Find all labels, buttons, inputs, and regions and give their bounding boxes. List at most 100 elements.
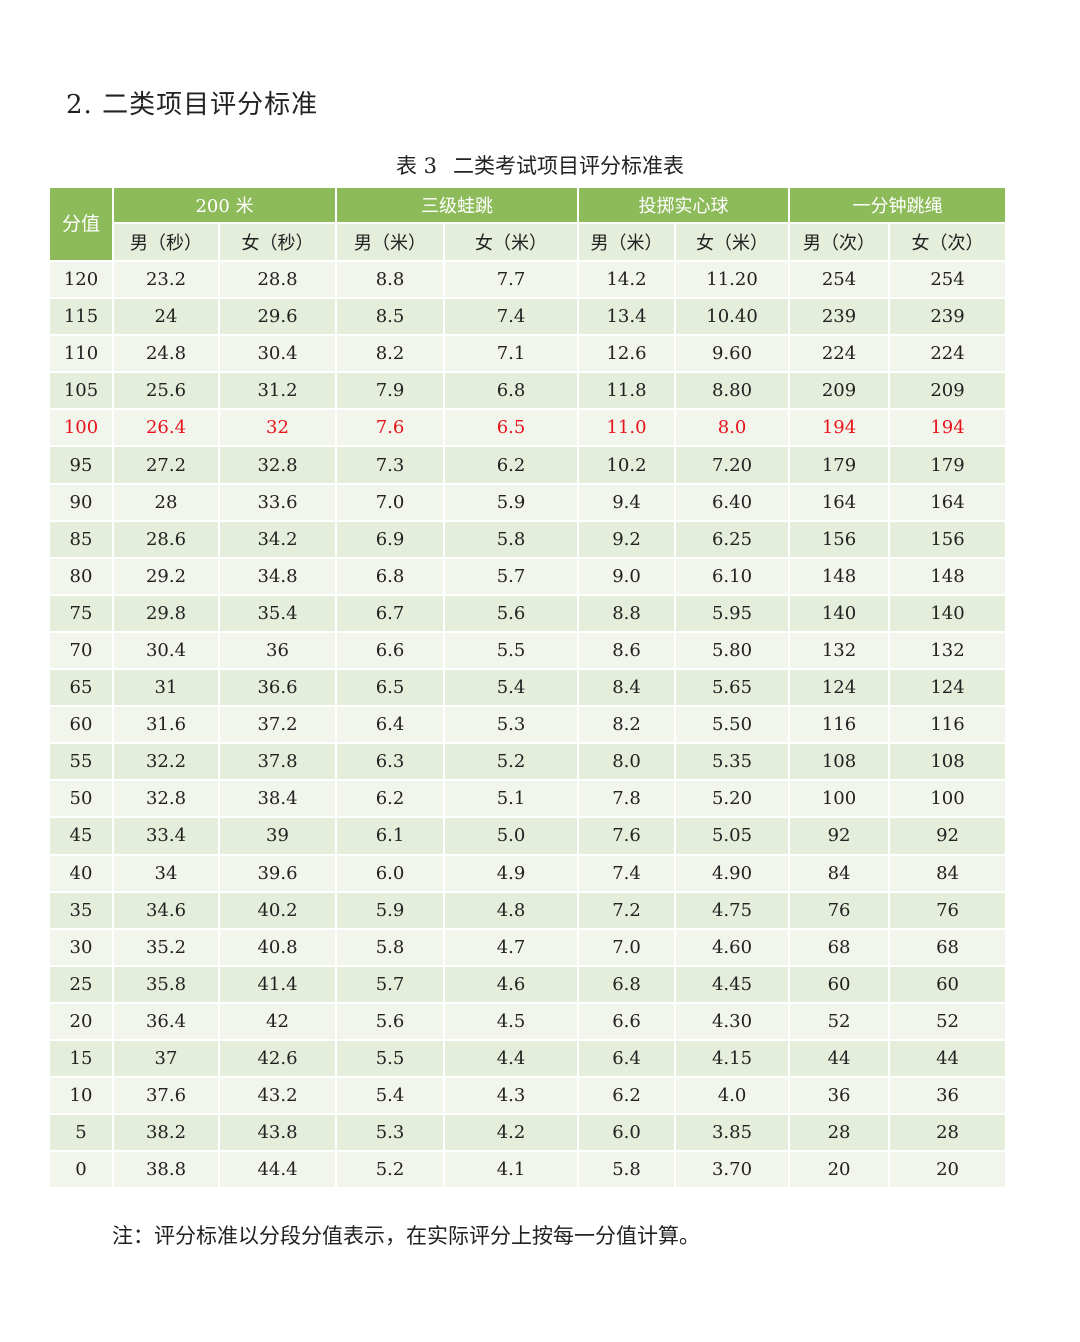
value-cell: 6.9	[337, 521, 446, 559]
value-cell: 10.2	[579, 447, 677, 485]
value-cell: 6.6	[337, 632, 446, 671]
value-cell: 5.2	[445, 744, 580, 782]
score-cell: 5	[50, 1115, 114, 1153]
value-cell: 32.2	[114, 744, 220, 782]
value-cell: 38.2	[114, 1115, 220, 1153]
value-cell: 37.2	[220, 707, 338, 745]
value-cell: 39	[220, 818, 338, 856]
value-cell: 34	[114, 855, 220, 893]
score-cell: 75	[50, 595, 114, 633]
value-cell: 5.80	[676, 632, 791, 671]
score-cell: 105	[50, 373, 114, 411]
value-cell: 92	[790, 818, 891, 856]
section-title: 2. 二类项目评分标准	[66, 90, 319, 120]
value-cell: 29.6	[220, 299, 338, 337]
score-cell: 30	[50, 929, 114, 967]
group-header-medicine-ball-throw: 投掷实心球	[579, 188, 791, 224]
score-cell: 40	[50, 855, 114, 893]
score-cell: 65	[50, 670, 114, 708]
value-cell: 34.6	[114, 892, 220, 930]
table-row: 60 31.6 37.2 6.4 5.3 8.2 5.50 116 116	[50, 707, 1008, 745]
score-cell: 95	[50, 447, 114, 485]
value-cell: 92	[890, 818, 1008, 856]
value-cell: 35.8	[114, 966, 220, 1004]
value-cell: 5.05	[676, 818, 791, 856]
value-cell: 30.4	[114, 632, 220, 671]
value-cell: 164	[890, 484, 1008, 522]
value-cell: 5.6	[337, 1003, 446, 1041]
value-cell: 44.4	[220, 1152, 338, 1190]
value-cell: 43.2	[220, 1078, 338, 1116]
score-column-header: 分值	[50, 188, 114, 262]
value-cell: 108	[790, 744, 891, 782]
value-cell: 32.8	[220, 447, 338, 485]
value-cell: 5.8	[579, 1152, 677, 1190]
value-cell: 7.7	[445, 262, 580, 300]
value-cell: 6.2	[445, 447, 580, 485]
value-cell: 124	[790, 670, 891, 708]
score-cell: 10	[50, 1078, 114, 1116]
value-cell: 9.0	[579, 558, 677, 596]
value-cell: 38.8	[114, 1152, 220, 1190]
value-cell: 140	[890, 595, 1008, 633]
value-cell: 52	[890, 1003, 1008, 1041]
score-cell: 45	[50, 818, 114, 856]
value-cell: 7.6	[337, 410, 446, 448]
value-cell: 4.75	[676, 892, 791, 930]
value-cell: 8.0	[579, 744, 677, 782]
footnote: 注：评分标准以分段分值表示，在实际评分上按每一分值计算。	[112, 1224, 700, 1248]
table-row: 40 34 39.6 6.0 4.9 7.4 4.90 84 84	[50, 855, 1008, 893]
table-row: 95 27.2 32.8 7.3 6.2 10.2 7.20 179 179	[50, 447, 1008, 485]
value-cell: 28.8	[220, 262, 338, 300]
score-cell: 120	[50, 262, 114, 300]
value-cell: 20	[890, 1152, 1008, 1190]
table-row: 85 28.6 34.2 6.9 5.8 9.2 6.25 156 156	[50, 521, 1008, 559]
value-cell: 6.40	[676, 484, 791, 522]
value-cell: 68	[890, 929, 1008, 967]
value-cell: 4.0	[676, 1078, 791, 1116]
value-cell: 209	[890, 373, 1008, 411]
score-cell: 15	[50, 1040, 114, 1079]
value-cell: 7.0	[337, 484, 446, 522]
value-cell: 36	[890, 1078, 1008, 1116]
value-cell: 38.4	[220, 781, 338, 819]
value-cell: 8.8	[337, 262, 446, 300]
value-cell: 4.8	[445, 892, 580, 930]
header-group-row: 分值 200 米 三级蛙跳 投掷实心球 一分钟跳绳	[50, 188, 1008, 262]
value-cell: 60	[790, 966, 891, 1004]
value-cell: 148	[790, 558, 891, 596]
value-cell: 6.8	[337, 558, 446, 596]
value-cell: 6.10	[676, 558, 791, 596]
value-cell: 209	[790, 373, 891, 411]
value-cell: 7.8	[579, 781, 677, 819]
value-cell: 40.2	[220, 892, 338, 930]
table-row: 20 36.4 42 5.6 4.5 6.6 4.30 52 52	[50, 1003, 1008, 1041]
value-cell: 5.2	[337, 1152, 446, 1190]
value-cell: 40.8	[220, 929, 338, 967]
table-row: 0 38.8 44.4 5.2 4.1 5.8 3.70 20 20	[50, 1152, 1008, 1190]
value-cell: 76	[790, 892, 891, 930]
value-cell: 7.9	[337, 373, 446, 411]
table-row: 35 34.6 40.2 5.9 4.8 7.2 4.75 76 76	[50, 892, 1008, 930]
value-cell: 25.6	[114, 373, 220, 411]
table-row: 110 24.8 30.4 8.2 7.1 12.6 9.60 224 224	[50, 336, 1008, 374]
score-cell: 20	[50, 1003, 114, 1041]
value-cell: 36	[220, 632, 338, 671]
value-cell: 7.3	[337, 447, 446, 485]
value-cell: 100	[890, 781, 1008, 819]
value-cell: 5.5	[445, 632, 580, 671]
value-cell: 39.6	[220, 855, 338, 893]
value-cell: 28	[114, 484, 220, 522]
table-row: 5 38.2 43.8 5.3 4.2 6.0 3.85 28 28	[50, 1115, 1008, 1153]
table-row: 50 32.8 38.4 6.2 5.1 7.8 5.20 100 100	[50, 781, 1008, 819]
value-cell: 5.1	[445, 781, 580, 819]
value-cell: 5.0	[445, 818, 580, 856]
value-cell: 8.0	[676, 410, 791, 448]
value-cell: 8.5	[337, 299, 446, 337]
value-cell: 13.4	[579, 299, 677, 337]
value-cell: 5.4	[337, 1078, 446, 1116]
value-cell: 9.4	[579, 484, 677, 522]
value-cell: 239	[890, 299, 1008, 337]
value-cell: 7.2	[579, 892, 677, 930]
value-cell: 4.7	[445, 929, 580, 967]
